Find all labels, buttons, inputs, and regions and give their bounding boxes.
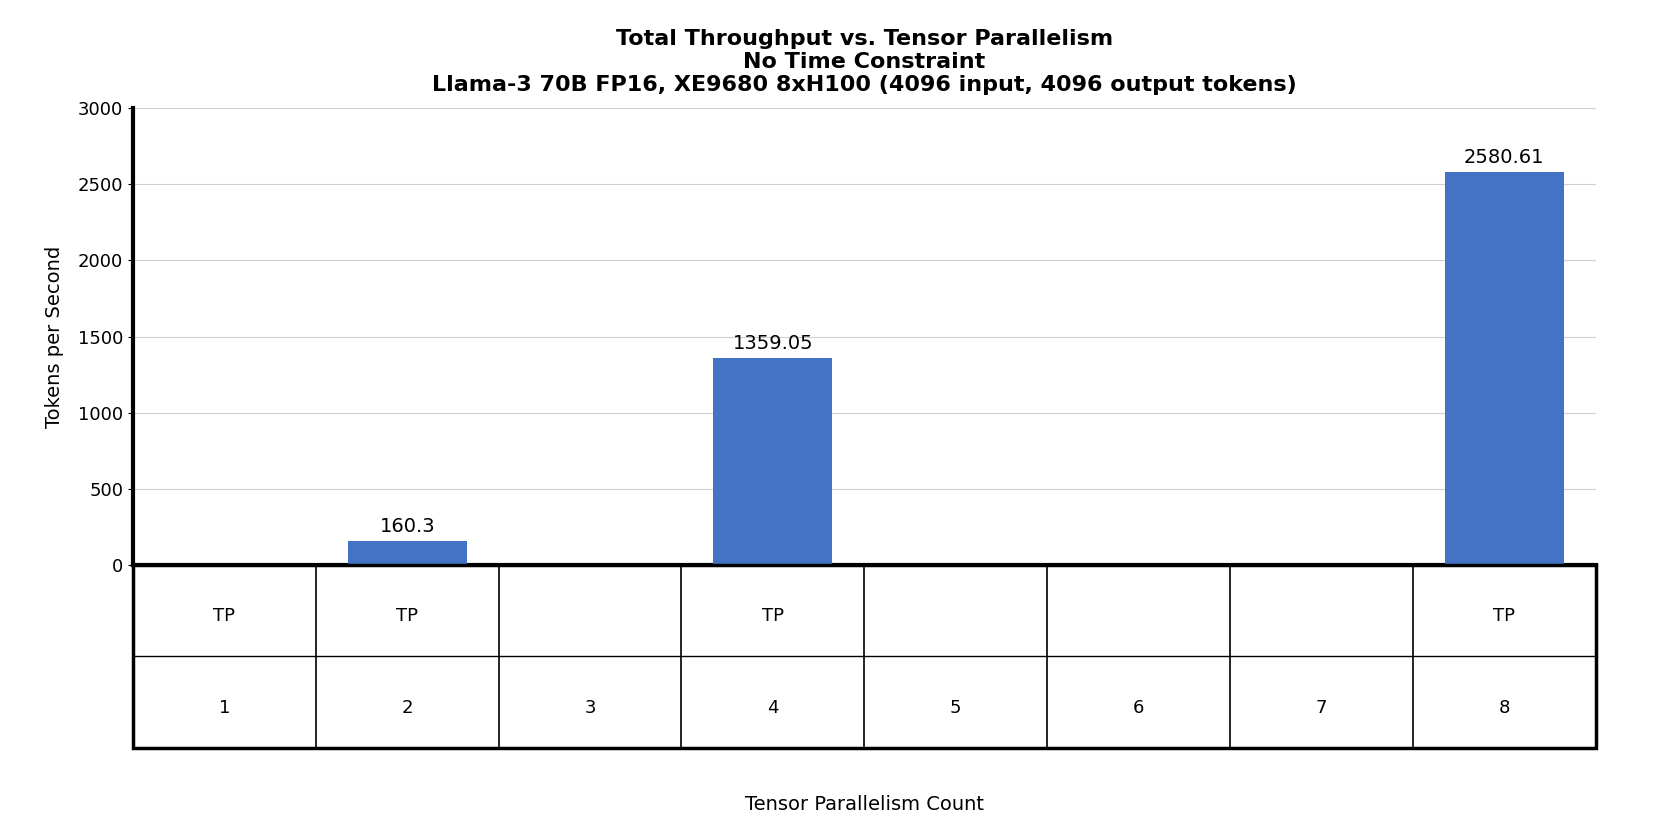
Text: 2: 2 (402, 699, 412, 716)
Text: 3: 3 (585, 699, 595, 716)
Text: Tensor Parallelism Count: Tensor Parallelism Count (745, 795, 984, 814)
Text: 4: 4 (768, 699, 778, 716)
FancyBboxPatch shape (133, 565, 1596, 748)
Y-axis label: Tokens per Second: Tokens per Second (45, 245, 63, 428)
Text: TP: TP (213, 607, 236, 625)
Text: 1359.05: 1359.05 (733, 334, 813, 353)
Text: TP: TP (396, 607, 419, 625)
Text: 8: 8 (1499, 699, 1509, 716)
Text: 1: 1 (219, 699, 229, 716)
Title: Total Throughput vs. Tensor Parallelism
No Time Constraint
Llama-3 70B FP16, XE9: Total Throughput vs. Tensor Parallelism … (432, 29, 1296, 96)
Text: 7: 7 (1316, 699, 1326, 716)
Text: 6: 6 (1133, 699, 1143, 716)
Bar (713, 358, 833, 565)
Text: TP: TP (761, 607, 784, 625)
Text: 2580.61: 2580.61 (1464, 149, 1544, 167)
Text: 5: 5 (951, 699, 961, 716)
Bar (1444, 172, 1564, 565)
Text: TP: TP (1492, 607, 1516, 625)
Bar (347, 541, 467, 565)
Text: 160.3: 160.3 (379, 517, 435, 536)
